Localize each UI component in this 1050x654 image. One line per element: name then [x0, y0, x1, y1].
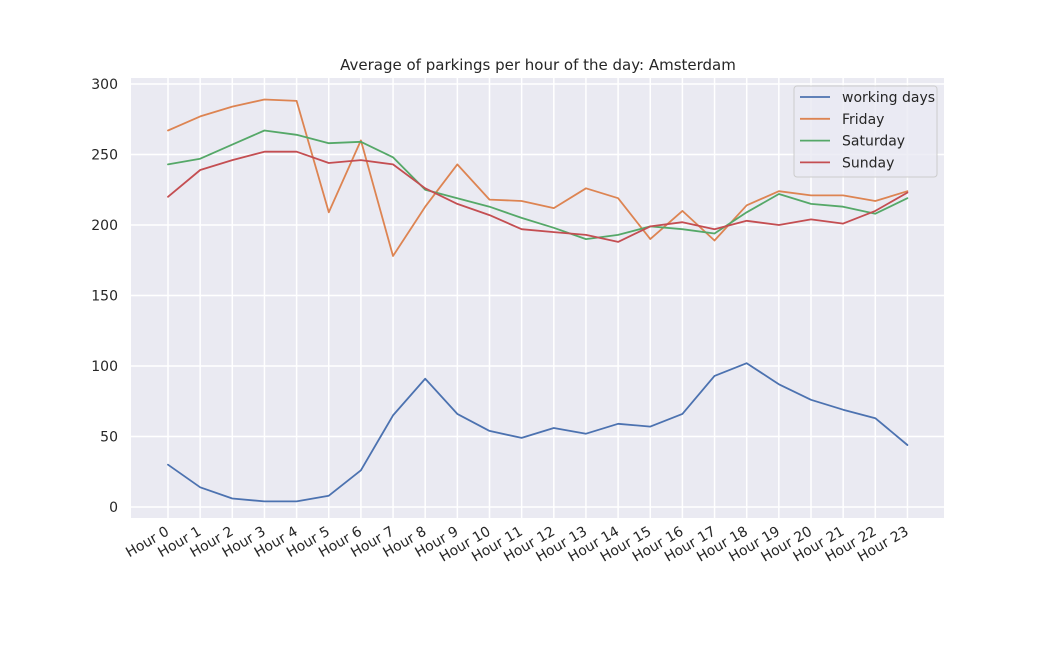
- chart-title: Average of parkings per hour of the day:…: [340, 56, 736, 74]
- legend-label: Friday: [842, 112, 884, 128]
- legend-label: Sunday: [842, 155, 894, 171]
- series-line-working-days: [167, 362, 909, 503]
- legend-label: working days: [842, 90, 935, 106]
- y-axis-ticks: 0 50 100 150 200 250 300: [91, 77, 118, 516]
- series-line-saturday: [167, 129, 909, 241]
- legend: working days Friday Saturday Sunday: [793, 85, 938, 178]
- y-tick-label: 200: [91, 218, 118, 234]
- series-line-friday: [167, 98, 909, 257]
- series-lines: [167, 98, 909, 503]
- y-tick-label: 300: [91, 77, 118, 93]
- series-line-sunday: [167, 150, 909, 243]
- y-tick-label: 250: [91, 148, 118, 164]
- grid-lines: [131, 78, 944, 518]
- legend-box: [793, 85, 938, 178]
- y-tick-label: 0: [109, 500, 118, 516]
- y-tick-label: 50: [100, 430, 118, 446]
- y-tick-label: 100: [91, 359, 118, 375]
- legend-label: Saturday: [842, 134, 905, 150]
- y-tick-label: 150: [91, 289, 118, 305]
